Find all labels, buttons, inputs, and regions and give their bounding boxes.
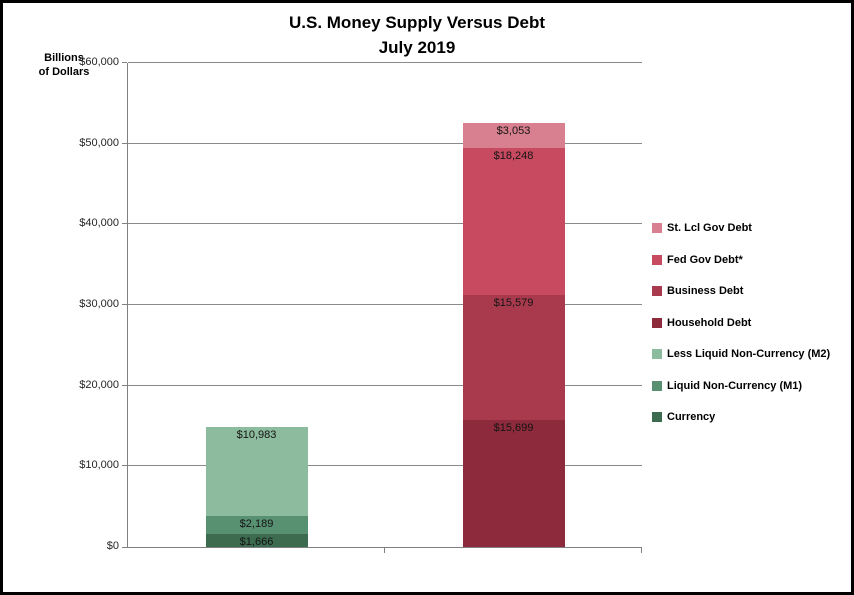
- gridline: [128, 223, 642, 225]
- legend-swatch: [652, 412, 662, 422]
- legend-item: Currency: [652, 411, 850, 423]
- y-axis-tick: [122, 384, 127, 386]
- legend-label: Less Liquid Non-Currency (M2): [667, 348, 831, 360]
- legend-swatch: [652, 317, 662, 328]
- legend-label: Currency: [667, 411, 716, 423]
- y-axis-tick-label: $60,000: [79, 56, 119, 68]
- x-axis-tick: [641, 548, 642, 553]
- legend-swatch: [652, 254, 662, 265]
- y-axis-tick: [122, 465, 127, 467]
- y-axis-tick-label: $50,000: [79, 136, 119, 149]
- bar-segment: $1,666: [205, 533, 308, 548]
- y-axis-tick-label: $30,000: [79, 298, 119, 310]
- bar-segment: $2,189: [205, 515, 308, 534]
- segment-value-label: $2,189: [239, 517, 274, 530]
- legend-swatch: [652, 349, 662, 359]
- segment-value-label: $10,983: [236, 429, 277, 442]
- gridline: [128, 304, 642, 305]
- y-axis-tick: [122, 223, 127, 225]
- legend: St. Lcl Gov Debt Fed Gov Debt* Business De…: [652, 222, 850, 443]
- bar-money-supply: $1,666 $2,189 $10,983: [205, 427, 308, 548]
- bar-segment: $15,579: [462, 294, 565, 421]
- bar-segment: $18,248: [462, 147, 565, 295]
- y-axis-unit-label-line1: Billions: [44, 52, 84, 64]
- bar-segment: $3,053: [462, 122, 565, 148]
- gridline: [128, 142, 642, 144]
- legend-swatch: [652, 223, 662, 233]
- y-axis-tick-label: $20,000: [79, 378, 119, 391]
- y-axis-tick-label: $40,000: [79, 217, 119, 230]
- segment-value-label: $18,248: [493, 149, 534, 162]
- legend-item: Fed Gov Debt*: [652, 254, 850, 266]
- legend-label: Liquid Non-Currency (M1): [667, 379, 803, 392]
- gridline: [128, 384, 642, 386]
- segment-value-label: $15,579: [493, 296, 534, 309]
- legend-item: Liquid Non-Currency (M1): [652, 380, 850, 392]
- y-axis-tick-label: $0: [106, 540, 119, 552]
- legend-label: Household Debt: [667, 316, 752, 329]
- legend-item: Less Liquid Non-Currency (M2): [652, 348, 850, 360]
- y-axis-unit-label-line2: of Dollars: [38, 66, 90, 78]
- gridline: [128, 62, 642, 63]
- y-axis-tick: [122, 546, 127, 548]
- legend-label: Fed Gov Debt*: [667, 253, 743, 266]
- y-axis-tick: [122, 142, 127, 144]
- y-axis-unit-label: Billions of Dollars: [11, 51, 117, 79]
- gridline: [128, 465, 642, 467]
- bar-segment: $15,699: [462, 420, 565, 547]
- bar-debt: $15,699 $15,579 $18,248 $3,053: [462, 122, 565, 547]
- chart-title: U.S. Money Supply Versus Debt July 2019: [3, 10, 831, 60]
- bar-segment: $10,983: [205, 427, 308, 516]
- legend-item: Household Debt: [652, 317, 850, 329]
- legend-swatch: [652, 380, 662, 391]
- plot-area: $1,666 $2,189 $10,983 $15,699 $15,579 $18,248…: [122, 62, 642, 553]
- legend-label: Business Debt: [667, 285, 744, 297]
- segment-value-label: $15,699: [493, 422, 534, 435]
- legend-item: Business Debt: [652, 285, 850, 297]
- chart-title-line: U.S. Money Supply Versus Debt: [288, 13, 545, 32]
- legend-swatch: [652, 286, 662, 296]
- legend-item: St. Lcl Gov Debt: [652, 222, 850, 234]
- x-axis-tick: [384, 548, 385, 553]
- y-axis-tick: [122, 62, 127, 63]
- segment-value-label: $1,666: [239, 535, 274, 548]
- y-axis-tick-labels: $0 $10,000 $20,000 $30,000 $40,000 $50,000 $60…: [23, 56, 119, 552]
- y-axis-tick: [122, 304, 127, 305]
- y-axis-tick-label: $10,000: [79, 459, 119, 472]
- legend-label: St. Lcl Gov Debt: [667, 222, 752, 234]
- chart-subtitle: July 2019: [378, 38, 456, 57]
- segment-value-label: $3,053: [496, 124, 531, 137]
